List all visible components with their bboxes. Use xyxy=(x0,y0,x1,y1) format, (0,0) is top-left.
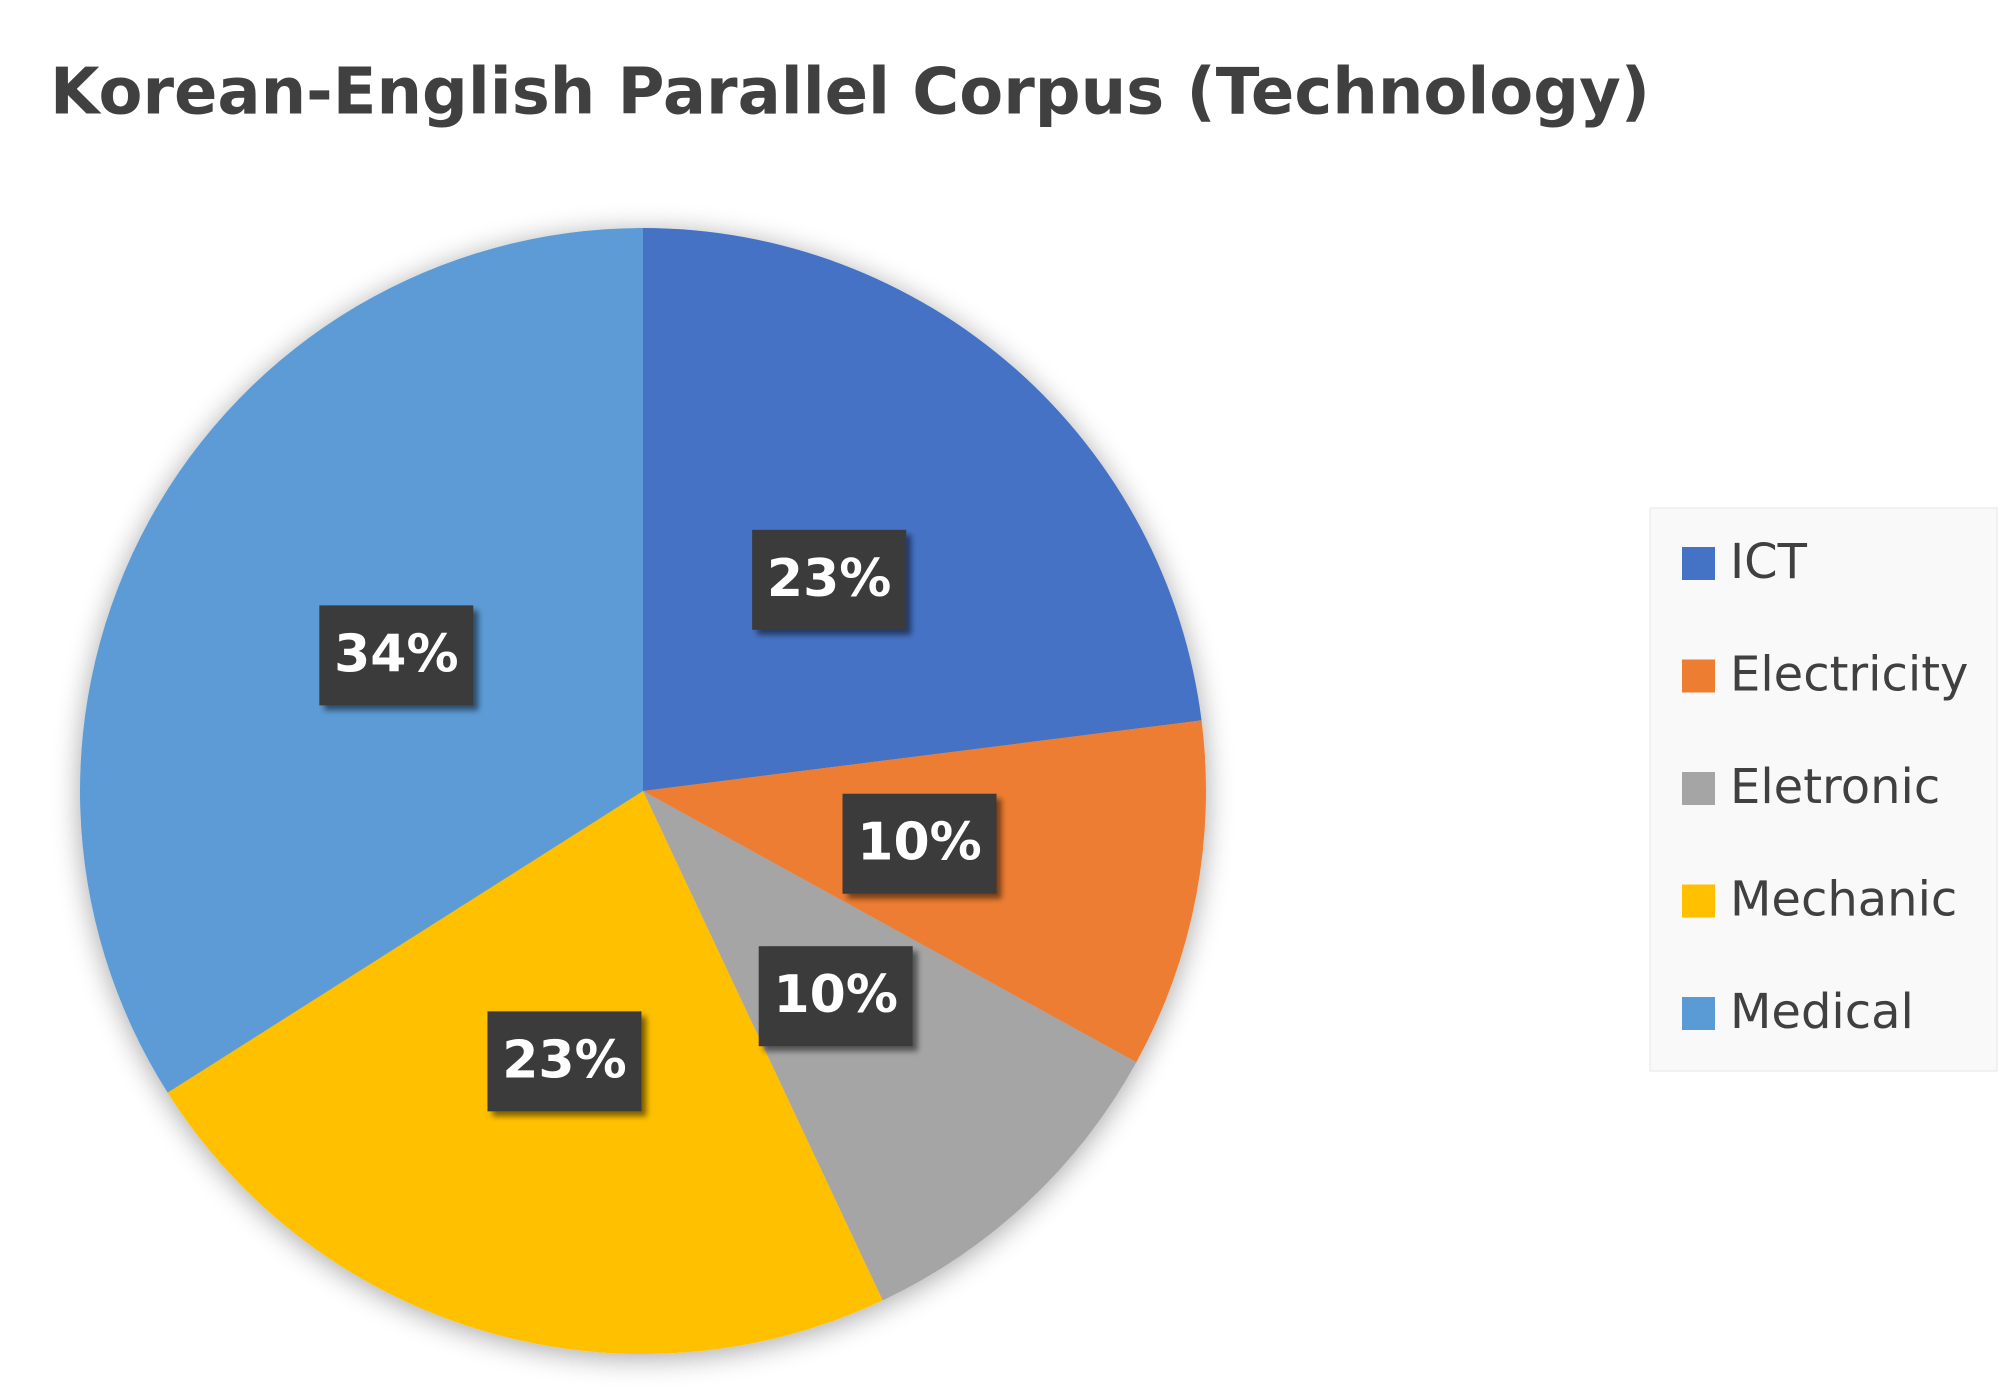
legend-label: Mechanic xyxy=(1730,872,1957,928)
label-box xyxy=(758,946,913,1047)
legend-marker xyxy=(1682,884,1715,918)
label-box xyxy=(319,605,474,706)
data-label: 10% xyxy=(773,965,897,1025)
pie-slice xyxy=(643,228,1202,791)
chart-title: Korean-English Parallel Corpus (Technolo… xyxy=(50,56,1650,130)
label-box xyxy=(487,1011,642,1112)
legend-label: Medical xyxy=(1730,984,1914,1040)
legend-label: Eletronic xyxy=(1730,759,1940,815)
legend-marker xyxy=(1682,659,1715,693)
legend-marker xyxy=(1682,772,1715,805)
legend-marker xyxy=(1682,547,1715,580)
legend-marker xyxy=(1682,997,1715,1030)
data-label: 34% xyxy=(334,624,458,684)
data-label: 10% xyxy=(857,813,981,873)
data-label: 23% xyxy=(502,1030,626,1090)
data-label: 23% xyxy=(767,549,891,609)
label-box xyxy=(752,529,907,630)
legend-label: Electricity xyxy=(1730,647,1968,703)
label-box xyxy=(842,793,997,894)
legend-label: ICT xyxy=(1730,534,1808,590)
pie xyxy=(79,228,1206,1354)
